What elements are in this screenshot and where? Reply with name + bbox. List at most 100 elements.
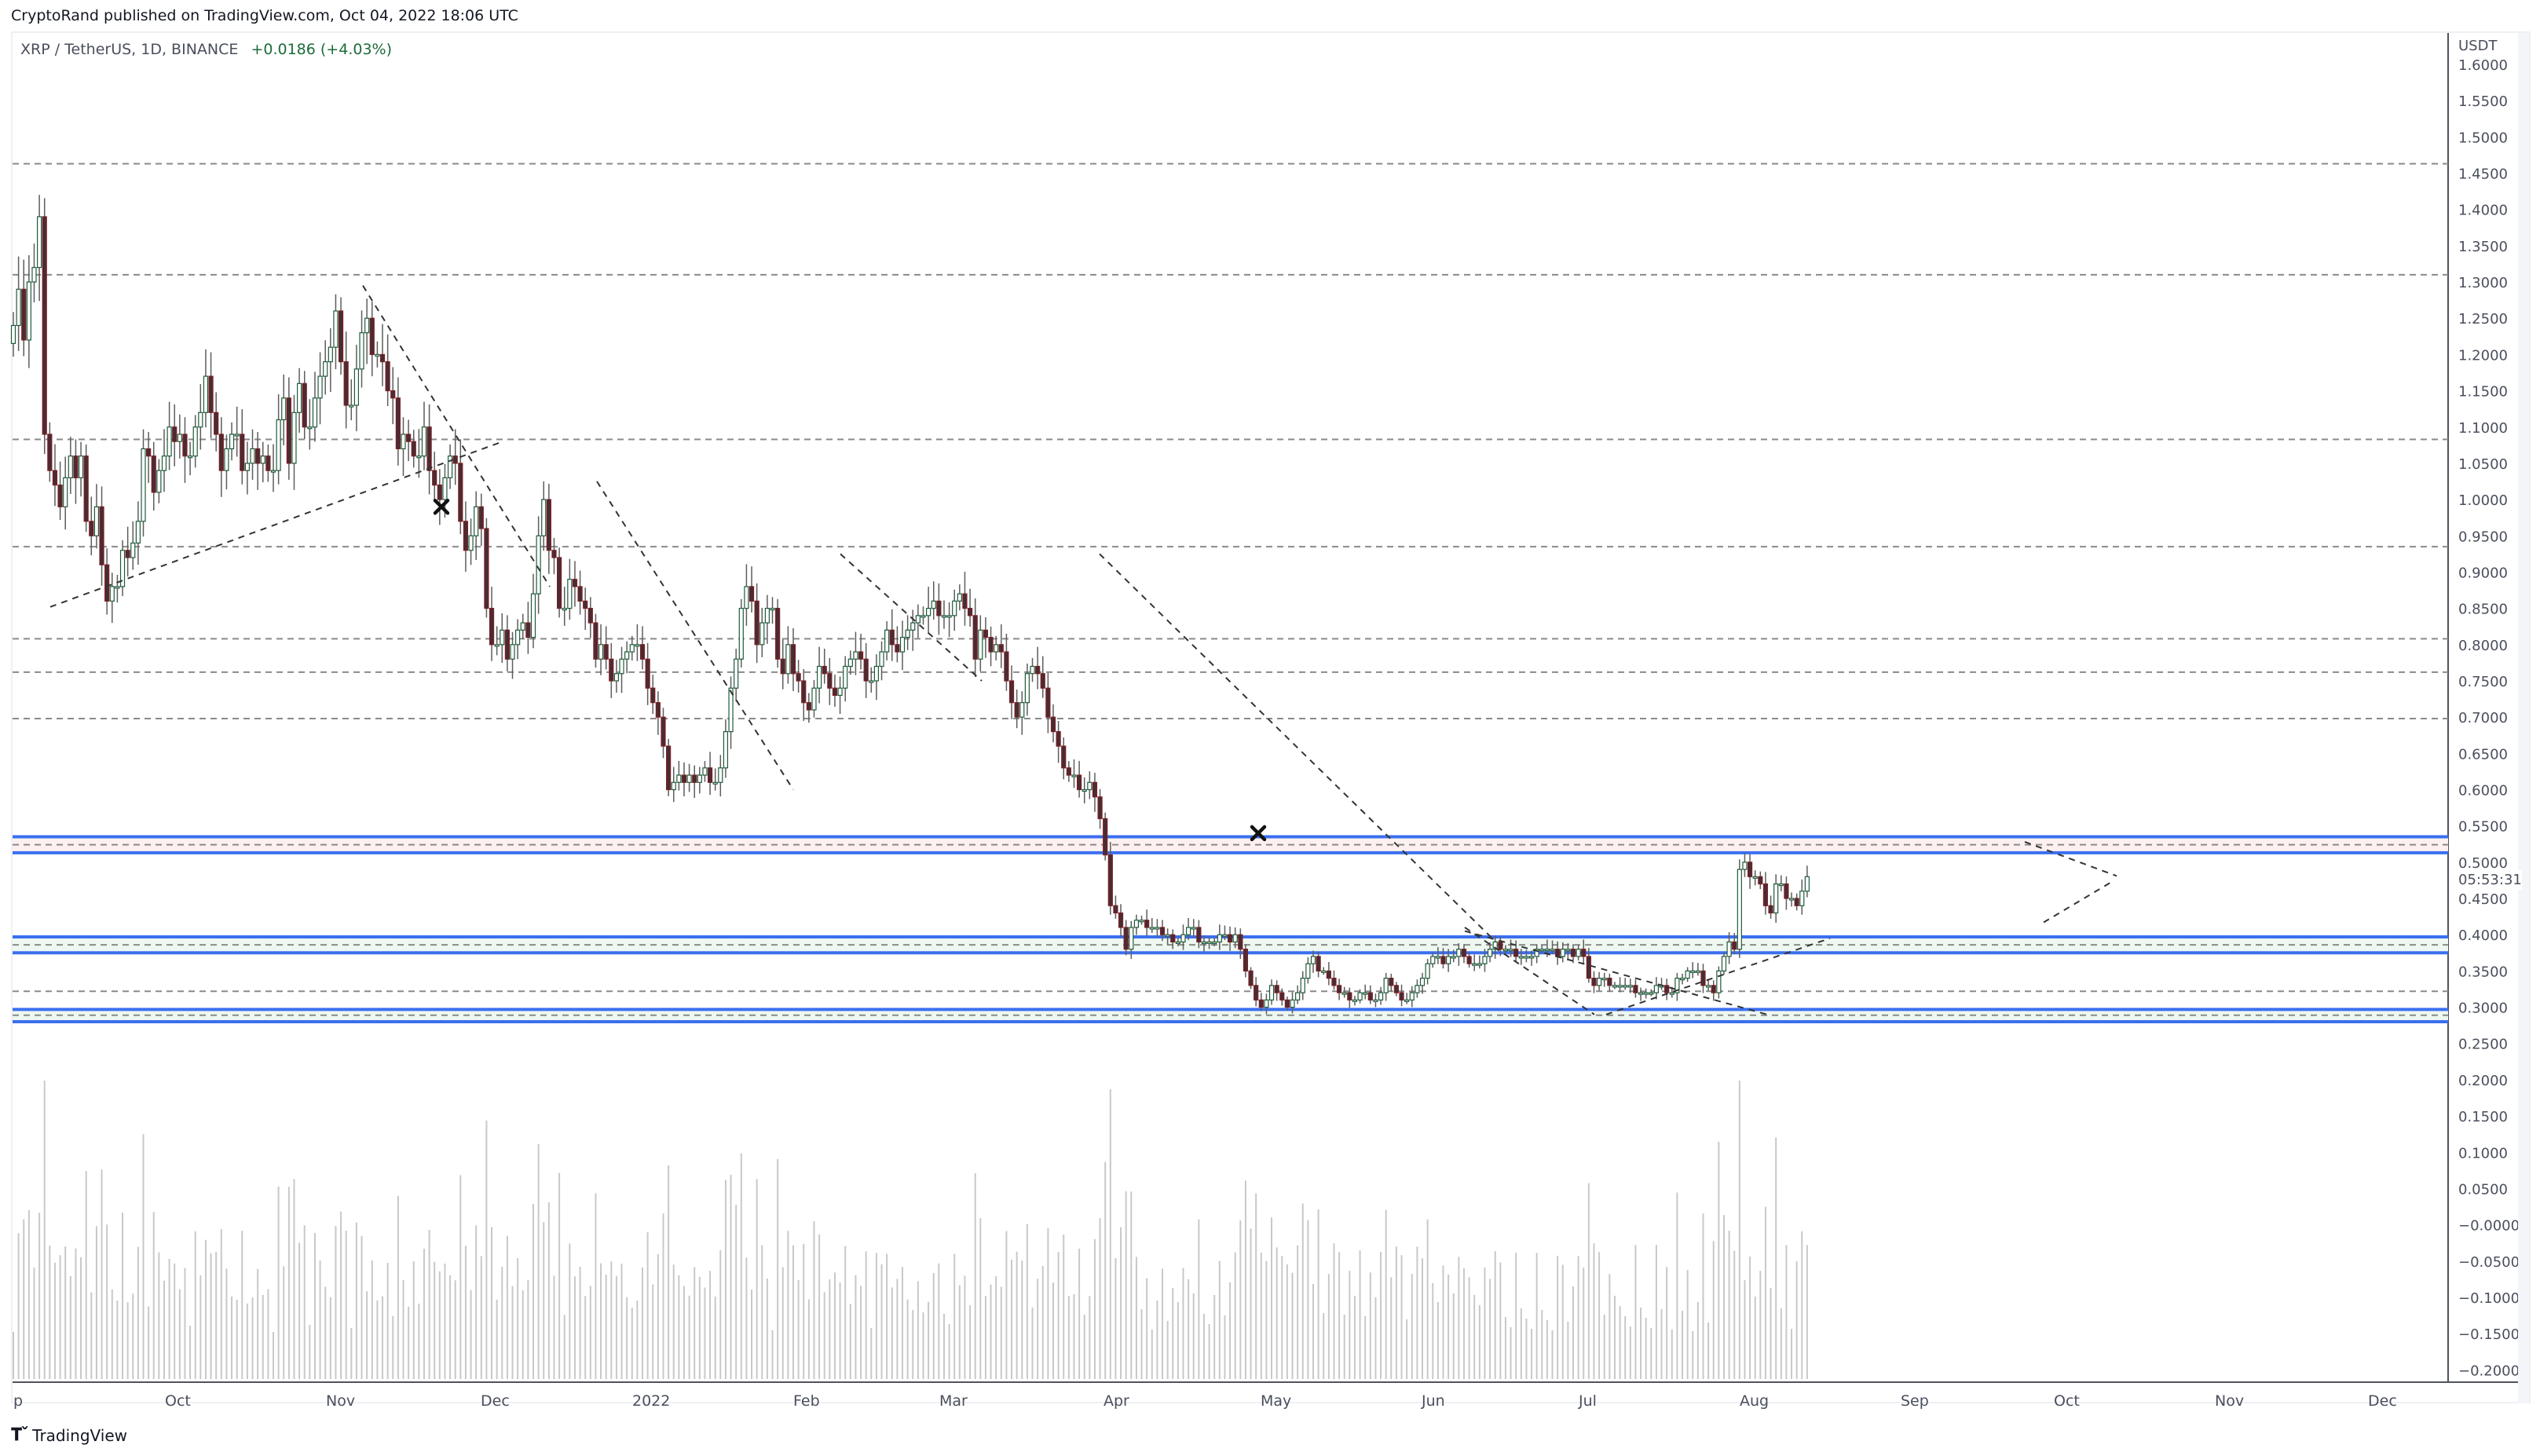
candle-up [510,631,515,679]
candle-up [1373,993,1378,1008]
candle-up [1518,949,1524,965]
candle-down [1076,760,1082,798]
candle-up [1446,949,1451,972]
candle-up [1742,853,1748,877]
trendline[interactable] [1099,553,1493,939]
candle-down [967,588,973,627]
candle-up [109,573,115,624]
candle-up [187,441,193,476]
candle-down [790,627,796,691]
trendline[interactable] [2024,841,2117,877]
candle-up [317,352,323,425]
time-tick: Dec [481,1392,510,1410]
candle-down [603,626,609,670]
candle-up [884,620,890,660]
candle-down [1591,971,1597,993]
candle-down [645,642,650,705]
candle-down [1279,988,1285,1006]
candle-up [349,379,354,421]
candle-up [1217,924,1222,950]
candle-down [42,198,47,455]
price-tick: 1.6000 [2458,57,2508,74]
candle-up [276,394,281,485]
candle-down [1700,964,1706,993]
trendline[interactable] [596,481,794,791]
candle-up [297,368,302,434]
candle-up [93,484,100,549]
trendline[interactable] [362,285,551,587]
candle-down [146,432,152,483]
time-tick: Oct [165,1392,191,1410]
candle-down [463,501,469,572]
candle-down [1326,962,1331,986]
candle-up [1430,952,1436,968]
candle-down [1040,656,1045,698]
candle-up [1180,924,1186,950]
candle-down [655,691,661,735]
candle-down [1103,812,1108,861]
tradingview-logo[interactable]: 𝐓ˇ TradingView [11,1425,127,1445]
candle-down [172,404,178,466]
candle-down [1097,788,1103,829]
candle-up [401,417,406,477]
candle-up [1321,967,1327,975]
price-tick: −0.0500 [2458,1254,2520,1271]
candle-down [577,570,583,615]
chart-frame[interactable] [11,31,2531,1403]
candle-down [1107,842,1113,915]
price-tick: 1.1500 [2458,384,2508,401]
candle-down [83,444,89,532]
candle-up [1290,992,1295,1014]
trendline[interactable] [1605,937,1831,1015]
x-mark-icon[interactable] [433,499,450,515]
candle-up [229,422,235,461]
trendline[interactable] [49,441,503,608]
candle-up [364,298,370,364]
candle-up [702,761,708,782]
candle-down [1336,979,1342,1001]
candle-up [837,676,843,715]
candle-down [1170,929,1176,949]
candle-up [1534,944,1539,964]
candle-down [754,583,759,664]
candle-up [1601,972,1607,987]
support-zone[interactable] [13,1009,2448,1022]
candle-down [1399,984,1404,1007]
candle-up [1435,946,1440,964]
resistance-zone[interactable] [13,836,2448,853]
candle-down [1045,672,1051,733]
x-mark-icon[interactable] [1250,825,1267,842]
candle-up [770,597,775,624]
trendline[interactable] [1464,927,1595,1015]
candle-up [811,679,817,718]
candle-down [1794,893,1799,911]
candle-up [1623,978,1628,990]
candle-up [978,615,983,671]
candle-up [1612,982,1618,990]
candle-up [192,415,198,468]
candle-up [1804,865,1810,898]
candle-down [1393,982,1400,997]
time-tick: Nov [326,1392,355,1410]
candle-up [1175,938,1180,946]
candle-up [1576,945,1581,961]
candle-up [1721,952,1727,975]
candle-up [1352,996,1358,1006]
price-tick: 0.2000 [2458,1073,2508,1089]
candle-up [323,340,328,395]
time-tick: Oct [2054,1392,2080,1410]
trendline[interactable] [2043,880,2115,924]
candle-up [530,573,536,649]
price-tick: 0.8500 [2458,602,2508,618]
trendline[interactable] [840,553,983,682]
candle-up [1659,978,1664,990]
candle-up [359,310,364,388]
candle-up [119,540,126,597]
candle-down [692,765,697,798]
candle-down [666,738,672,796]
candle-down [1784,876,1789,910]
candle-down [650,675,656,715]
trendline[interactable] [1464,930,1768,1015]
candle-down [1092,773,1098,812]
